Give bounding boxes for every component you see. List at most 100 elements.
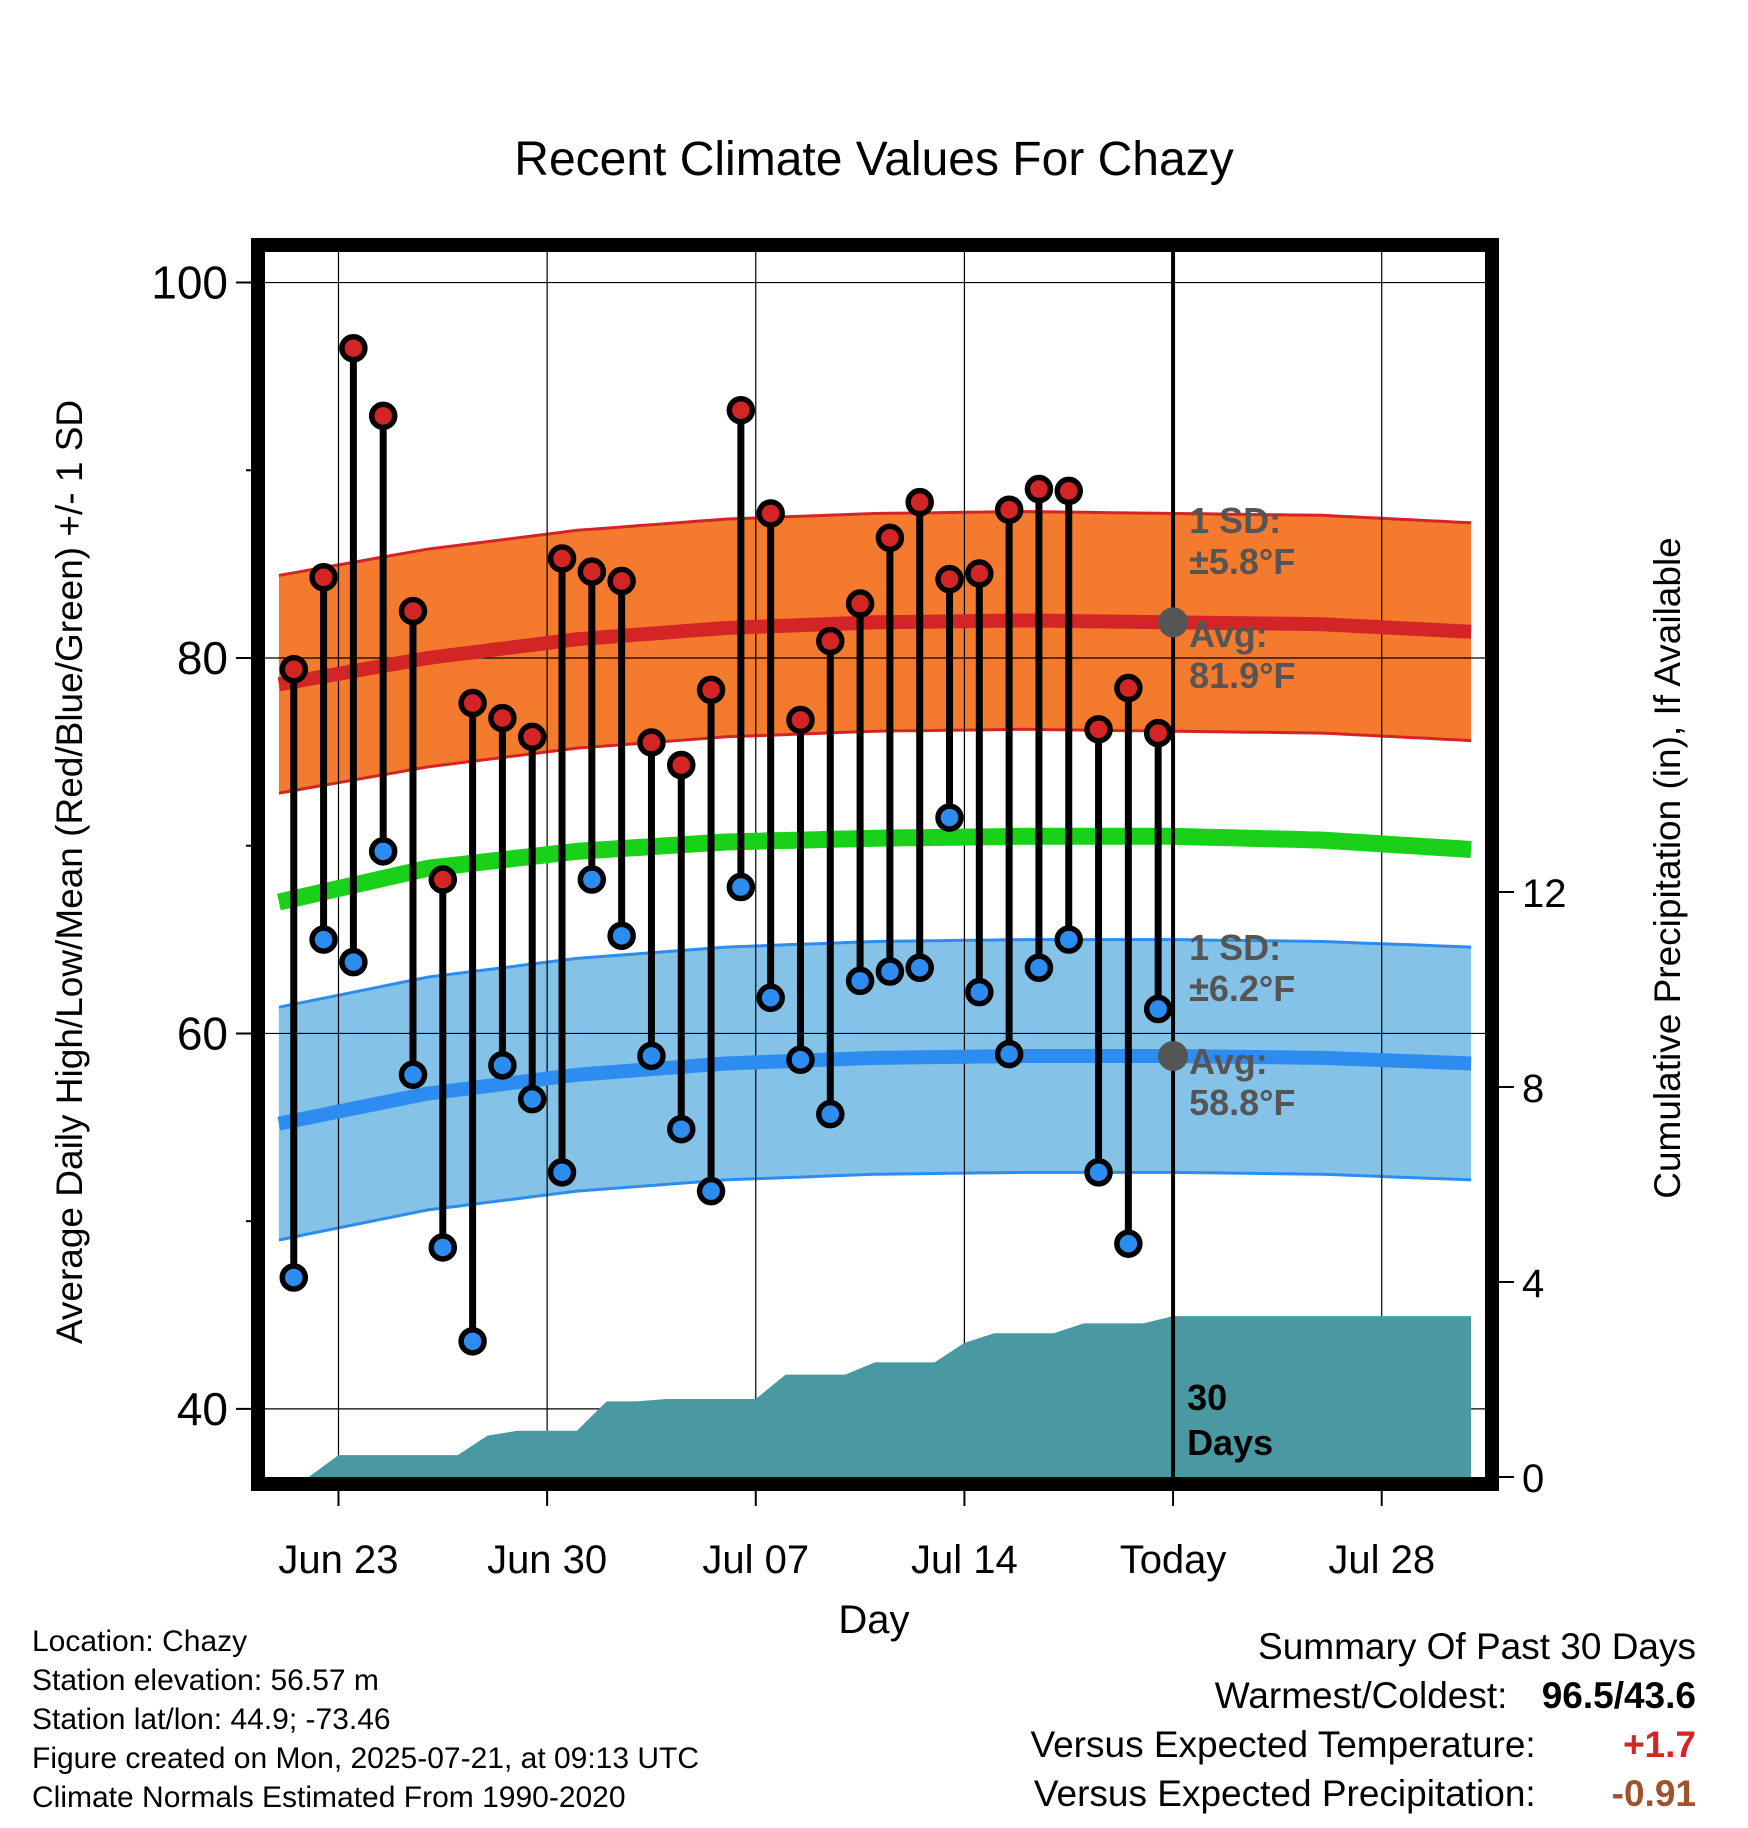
high-avg-label: Avg: 81.9°F — [1189, 614, 1295, 696]
obs-low-point — [368, 837, 398, 866]
obs-high-point — [517, 722, 547, 752]
obs-high-point — [1143, 718, 1173, 748]
normal-high-line — [277, 613, 1472, 692]
obs-low-point — [1084, 1158, 1113, 1187]
obs-low-point — [547, 1158, 577, 1187]
obs-low-point — [577, 865, 607, 894]
plot-frame — [251, 238, 1499, 1491]
high-sd-upper-edge — [278, 510, 1472, 577]
x-axis-label: Day — [838, 1598, 909, 1642]
obs-low-point — [517, 1084, 547, 1114]
low-sd-label: 1 SD: ±6.2°F — [1189, 927, 1295, 1009]
low-sd-upper-edge — [278, 938, 1472, 1009]
precip-area — [278, 1316, 1472, 1477]
low-avg-label: Avg: 58.8°F — [1189, 1041, 1295, 1123]
created-text: Figure created on Mon, 2025-07-21, at 09… — [32, 1742, 700, 1775]
obs-high-point — [1024, 474, 1054, 504]
x-tick-label: Jun 30 — [487, 1538, 607, 1582]
warm-cold-label: Warmest/Coldest: — [1214, 1675, 1508, 1716]
y2-tick-label: 8 — [1522, 1067, 1544, 1111]
obs-high-point — [905, 487, 934, 517]
obs-high-point — [339, 334, 368, 363]
obs-low-point — [875, 957, 905, 986]
axes: 40 60 80 100 0 4 8 12 Jun 23 Jun 30 Jul 07 Jul 14 To… — [151, 238, 1567, 1582]
y2-tick-label: 4 — [1522, 1262, 1544, 1306]
observations — [279, 334, 1173, 1356]
obs-high-point — [726, 395, 756, 425]
obs-low-point — [637, 1041, 666, 1071]
normal-mean-line — [277, 827, 1472, 911]
obs-low-point — [935, 803, 964, 832]
x-tick-label: Jul 28 — [1328, 1538, 1435, 1582]
y2-tick-label: 12 — [1522, 872, 1567, 916]
obs-high-point — [756, 499, 785, 528]
obs-high-point — [279, 655, 309, 684]
x-tick-label: Today — [1120, 1538, 1227, 1582]
temp-anomaly-value: +1.7 — [1622, 1724, 1696, 1765]
precip-anomaly-label: Versus Expected Precipitation: — [1033, 1773, 1536, 1814]
obs-high-point — [667, 750, 696, 780]
obs-high-point — [965, 559, 994, 588]
obs-low-point — [1143, 994, 1173, 1024]
annotations: 1 SD: ±5.8°F Avg: 81.9°F 1 SD: ±6.2°F Avg: 58.8… — [1158, 245, 1296, 1484]
obs-low-point — [965, 977, 994, 1007]
warm-cold-row: Warmest/Coldest: 96.5/43.6 — [1030, 1671, 1696, 1720]
precip-area-layer — [278, 1316, 1472, 1477]
obs-high-point — [1114, 673, 1143, 703]
obs-low-point — [1024, 953, 1054, 982]
obs-high-point — [994, 495, 1024, 524]
obs-high-point — [488, 703, 517, 733]
high-sd-lower-edge — [278, 727, 1472, 795]
obs-low-point — [428, 1233, 458, 1262]
obs-high-point — [845, 589, 875, 618]
obs-high-point — [458, 688, 487, 718]
obs-high-point — [428, 865, 458, 894]
obs-low-point — [756, 983, 785, 1013]
obs-low-point — [726, 872, 756, 902]
high-sd-label: 1 SD: ±5.8°F — [1189, 500, 1295, 582]
obs-high-point — [577, 557, 607, 586]
high-avg-marker — [1158, 607, 1189, 638]
low-sd-lower-edge — [278, 1170, 1472, 1242]
obs-low-point — [786, 1045, 815, 1074]
obs-low-point — [696, 1176, 726, 1206]
today-days-label: 30 Days — [1187, 1377, 1273, 1463]
y2-axis-label: Cumulative Precipitation (in), If Availa… — [1647, 537, 1688, 1199]
obs-high-point — [309, 563, 338, 592]
normal-low-line — [277, 1049, 1472, 1131]
y-tick-label: 60 — [177, 1007, 228, 1059]
normal-lines — [277, 613, 1472, 1131]
obs-high-point — [1054, 476, 1083, 506]
obs-low-point — [279, 1263, 309, 1292]
summary-title: Summary Of Past 30 Days — [1258, 1626, 1696, 1667]
obs-low-point — [905, 953, 934, 982]
latlon-text: Station lat/lon: 44.9; -73.46 — [32, 1703, 391, 1736]
elevation-text: Station elevation: 56.57 m — [32, 1664, 379, 1697]
y-tick-label: 80 — [177, 632, 228, 684]
obs-low-point — [488, 1051, 517, 1080]
obs-high-point — [1084, 715, 1113, 744]
obs-high-point — [816, 626, 845, 656]
y-tick-label: 40 — [177, 1383, 228, 1435]
temp-anomaly-row: Versus Expected Temperature: +1.7 — [1030, 1720, 1696, 1769]
x-tick-label: Jul 14 — [911, 1538, 1018, 1582]
x-tick-label: Jun 23 — [278, 1538, 398, 1582]
y-axis-label: Average Daily High/Low/Mean (Red/Blue/Gr… — [49, 400, 90, 1344]
grid-lines — [258, 245, 1492, 1484]
temp-anomaly-label: Versus Expected Temperature: — [1030, 1724, 1536, 1765]
obs-high-point — [398, 596, 428, 626]
obs-high-point — [368, 401, 398, 431]
obs-low-point — [607, 921, 636, 951]
summary-panel: Summary Of Past 30 Days Warmest/Coldest:… — [1030, 1622, 1696, 1818]
x-tick-label: Jul 07 — [702, 1538, 809, 1582]
obs-low-point — [816, 1099, 845, 1129]
obs-low-point — [339, 947, 368, 977]
y-tick-label: 100 — [151, 257, 228, 309]
location-text: Location: Chazy — [32, 1625, 248, 1658]
obs-low-point — [994, 1039, 1024, 1069]
chart-title: Recent Climate Values For Chazy — [514, 133, 1233, 186]
obs-low-point — [1054, 925, 1083, 954]
obs-low-point — [309, 925, 338, 954]
normals-text: Climate Normals Estimated From 1990-2020 — [32, 1781, 626, 1814]
obs-high-point — [875, 523, 905, 553]
